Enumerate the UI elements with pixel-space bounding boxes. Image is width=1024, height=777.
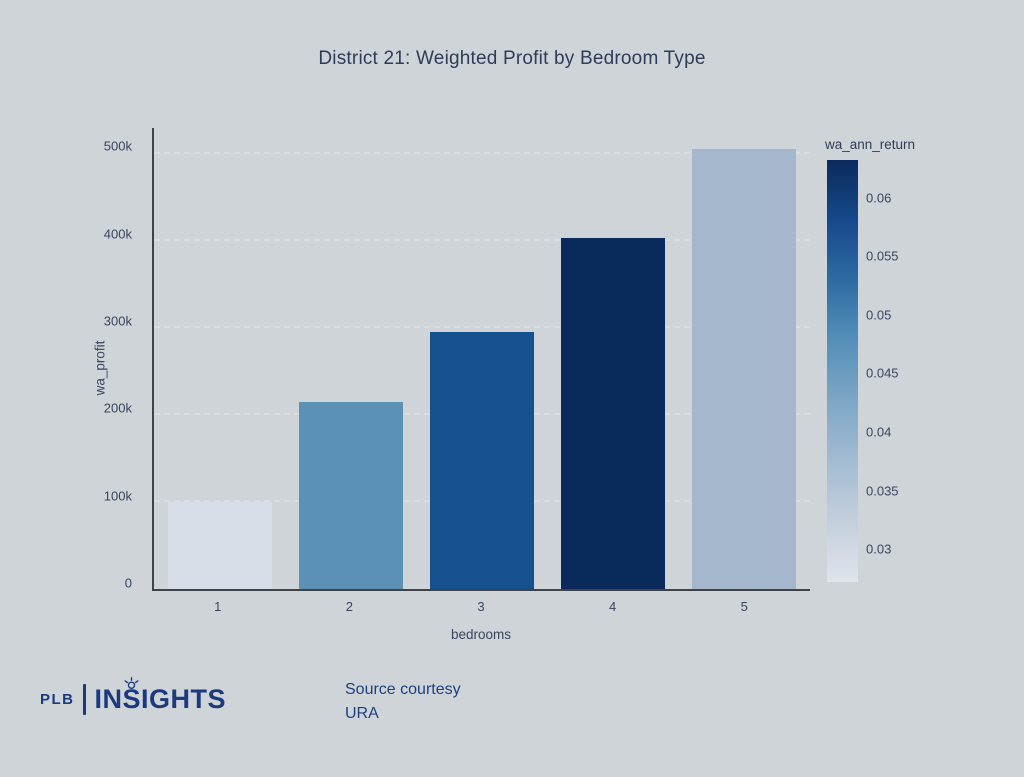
plb-insights-logo: PLB INSIGHTS [40, 677, 227, 715]
plot-area [152, 128, 810, 591]
bar-bedrooms-4[interactable] [561, 237, 666, 589]
y-tick-label-300k: 300k [103, 313, 132, 329]
bar-bedrooms-5[interactable] [692, 148, 797, 589]
gridline-400k [154, 239, 810, 242]
x-tick-label-5: 5 [740, 599, 748, 614]
gridline-500k [154, 152, 810, 155]
x-tick-row: 1 2 3 4 5 [152, 599, 810, 617]
logo-insights-word: INSIGHTS [94, 684, 227, 714]
colorbar-title: wa_ann_return [825, 137, 916, 152]
bar-bedrooms-2[interactable] [298, 402, 403, 589]
logo-insights-text: INSIGHTS [94, 677, 227, 714]
gridline-300k [154, 326, 810, 329]
colorbar-tick-0.04: 0.04 [866, 424, 892, 440]
x-axis-title: bedrooms [450, 627, 512, 642]
chart-title: District 21: Weighted Profit by Bedroom … [318, 48, 706, 69]
y-tick-labels: 0 100k 200k 300k 400k 500k [0, 128, 142, 591]
colorbar-tick-0.05: 0.05 [866, 307, 892, 323]
colorbar-tick-0.055: 0.055 [866, 248, 899, 264]
y-tick-label-500k: 500k [103, 138, 132, 154]
y-tick-label-400k: 400k [103, 226, 132, 242]
y-tick-label-0: 0 [124, 575, 132, 591]
x-tick-label-3: 3 [477, 599, 485, 614]
colorbar-tick-0.03: 0.03 [866, 541, 892, 557]
bar-bedrooms-1[interactable] [167, 502, 272, 589]
colorbar-tick-labels: 0.06 0.055 0.05 0.045 0.04 0.035 0.03 [866, 160, 926, 582]
y-tick-label-100k: 100k [103, 488, 132, 504]
x-tick-label-2: 2 [345, 599, 354, 614]
colorbar-tick-0.045: 0.045 [866, 365, 899, 381]
y-tick-label-200k: 200k [103, 400, 132, 416]
source-line2: URA [345, 705, 379, 722]
colorbar-tick-0.06: 0.06 [866, 190, 892, 205]
colorbar-gradient [827, 160, 858, 582]
colorbar-tick-0.035: 0.035 [866, 483, 899, 499]
x-tick-label-1: 1 [214, 599, 222, 614]
bar-bedrooms-3[interactable] [430, 331, 534, 589]
lightbulb-icon [123, 677, 139, 689]
source-line1: Source courtesy [345, 681, 461, 698]
x-tick-label-4: 4 [608, 599, 617, 614]
source-attribution: Source courtesy URA [345, 678, 461, 726]
logo-divider [82, 684, 86, 715]
logo-plb-text: PLB [40, 691, 75, 708]
